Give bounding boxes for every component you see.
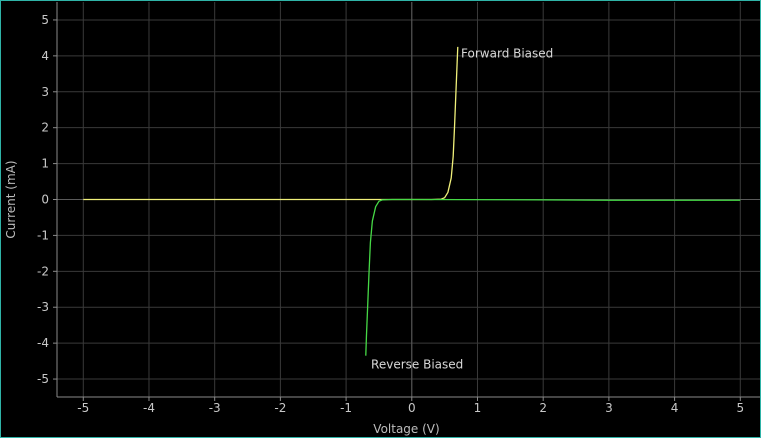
y-axis-label: Current (mA) xyxy=(4,160,18,238)
series-group xyxy=(83,46,741,356)
x-tick-label: -1 xyxy=(340,401,352,415)
x-axis-label: Voltage (V) xyxy=(373,422,439,436)
x-tick-label: -4 xyxy=(143,401,155,415)
x-tick-label: 3 xyxy=(605,401,613,415)
x-tick-label: 0 xyxy=(408,401,416,415)
x-tick-label: -2 xyxy=(274,401,286,415)
y-tick-label: -2 xyxy=(37,264,49,278)
series-line-2 xyxy=(365,198,741,356)
y-tick-label: -5 xyxy=(37,372,49,386)
y-tick-label: 3 xyxy=(41,85,49,99)
y-tick-label: 0 xyxy=(41,193,49,207)
y-tick-label: -3 xyxy=(37,300,49,314)
x-tick-label: 5 xyxy=(736,401,744,415)
x-tick-label: 1 xyxy=(474,401,482,415)
y-tick-label: 1 xyxy=(41,157,49,171)
y-tick-label: 4 xyxy=(41,49,49,63)
x-tick-label: 4 xyxy=(671,401,679,415)
series-line-1 xyxy=(83,46,459,201)
x-tick-label: 2 xyxy=(539,401,547,415)
annotation-1: Forward Biased xyxy=(461,47,553,61)
y-tick-label: 2 xyxy=(41,121,49,135)
tick-labels: -5 -4 -3 -2 -1 0 1 2 3 4 5 -5 -4 -3 -2 -1 0 1 2 3 4 5 xyxy=(37,13,744,415)
annotation-2: Reverse Biased xyxy=(371,357,463,371)
x-tick-label: -3 xyxy=(209,401,221,415)
x-tick-label: -5 xyxy=(77,401,89,415)
annotations: Forward Biased Reverse Biased xyxy=(371,47,553,372)
y-tick-label: 5 xyxy=(41,13,49,27)
y-tick-label: -4 xyxy=(37,336,49,350)
y-tick-label: -1 xyxy=(37,228,49,242)
